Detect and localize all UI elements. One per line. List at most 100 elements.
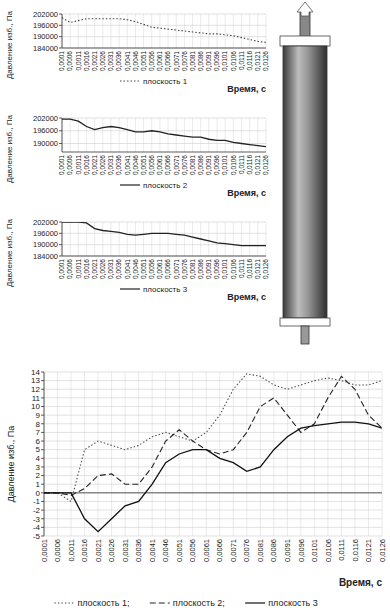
- y-tick: [59, 36, 62, 37]
- x-tick-label: 0,0026: [99, 51, 106, 71]
- x-tick-label: 0,0036: [134, 539, 143, 562]
- grid-line-x: [225, 14, 226, 48]
- x-tick-label: 0,0116: [246, 259, 253, 279]
- x-tick-label: 0,0056: [148, 155, 155, 175]
- grid-line-x: [138, 372, 139, 536]
- x-tick-label: 0,0066: [164, 155, 171, 175]
- chart: -5-4-3-2-1012345678910111213140,00010,00…: [6, 368, 387, 608]
- x-tick-label: 0,0061: [156, 51, 163, 71]
- grid-line-x: [86, 118, 87, 152]
- rod-bottom: [301, 326, 309, 344]
- grid-line-x: [151, 222, 152, 256]
- grid-line-x: [176, 222, 177, 256]
- grid-line-x: [192, 118, 193, 152]
- grid-line-x: [241, 14, 242, 48]
- chart: 1840001900001960002020000,00010,00060,00…: [5, 10, 269, 94]
- y-tick: [59, 14, 62, 15]
- grid-line-x: [266, 14, 267, 48]
- y-tick-label: 2: [36, 471, 41, 480]
- grid-line-x: [62, 14, 63, 48]
- grid-line-x: [225, 222, 226, 256]
- grid-line-y: [44, 432, 382, 433]
- y-tick: [41, 458, 44, 459]
- y-tick-label: -2: [33, 506, 41, 515]
- x-tick-label: 0,0056: [188, 539, 197, 562]
- x-tick-label: 0,0001: [58, 259, 65, 279]
- x-tick-label: 0,0086: [197, 51, 204, 71]
- x-tick-label: 0,0016: [83, 51, 90, 71]
- x-tick-label: 0,0096: [213, 155, 220, 175]
- grid-line-y: [62, 25, 266, 26]
- x-tick-label: 0,0006: [53, 539, 62, 562]
- grid-line-x: [206, 372, 207, 536]
- x-tick-label: 0,0071: [173, 259, 180, 279]
- legend-label: плоскость 2: [143, 181, 188, 190]
- y-tick-label: 6: [36, 437, 41, 446]
- x-tick-label: 0,0121: [254, 51, 261, 71]
- grid-line-x: [233, 372, 234, 536]
- series-line: [44, 374, 382, 502]
- grid-line-x: [143, 14, 144, 48]
- grid-line-x: [241, 222, 242, 256]
- grid-line-x: [71, 372, 72, 536]
- grid-line-x: [233, 222, 234, 256]
- grid-line-x: [102, 118, 103, 152]
- grid-line-x: [86, 222, 87, 256]
- x-tick-label: 0,0111: [238, 259, 245, 278]
- x-tick-label: 0,0026: [99, 259, 106, 279]
- x-tick-label: 0,0001: [58, 51, 65, 71]
- grid-line-x: [135, 118, 136, 152]
- x-tick-label: 0,0041: [148, 539, 157, 562]
- grid-line-y: [44, 518, 382, 519]
- y-tick-label: 196000: [33, 229, 58, 238]
- x-tick-label: 0,0051: [140, 259, 147, 279]
- x-tick-label: 0,0106: [230, 51, 237, 71]
- legend-label: плоскость 2;: [173, 598, 225, 608]
- grid-line-x: [159, 118, 160, 152]
- grid-line-x: [111, 372, 112, 536]
- x-tick-label: 0,0096: [297, 539, 306, 562]
- y-tick: [41, 501, 44, 502]
- grid-line-x: [143, 118, 144, 152]
- cylinder-body: [283, 46, 327, 318]
- x-tick-label: 0,0016: [83, 155, 90, 175]
- x-tick-label: 0,0121: [254, 155, 261, 175]
- legend-label: плоскость 1: [143, 77, 188, 86]
- x-tick-label: 0,0041: [124, 155, 131, 175]
- grid-line-x: [57, 372, 58, 536]
- grid-line-x: [151, 14, 152, 48]
- cylinder-cap-bottom: [280, 318, 330, 326]
- grid-line-x: [62, 222, 63, 256]
- y-tick: [41, 406, 44, 407]
- grid-line-y: [44, 458, 382, 459]
- x-tick-label: 0,0101: [221, 51, 228, 71]
- grid-line-x: [249, 118, 250, 152]
- y-tick: [41, 397, 44, 398]
- grid-line-x: [84, 372, 85, 536]
- y-tick: [59, 48, 62, 49]
- grid-line-x: [217, 222, 218, 256]
- legend-label: плоскость 1;: [77, 598, 129, 608]
- y-tick-label: 196000: [33, 21, 58, 30]
- grid-line-x: [125, 372, 126, 536]
- cylinder-illustration: [280, 2, 330, 344]
- x-axis: [62, 256, 266, 257]
- x-tick-label: 0,0021: [91, 155, 98, 175]
- grid-line-x: [168, 14, 169, 48]
- grid-line-x: [135, 222, 136, 256]
- y-tick-label: 0: [36, 489, 41, 498]
- x-tick-label: 0,0026: [99, 155, 106, 175]
- x-tick-label: 0,0081: [256, 539, 265, 562]
- x-axis-title: Время, с: [227, 292, 266, 302]
- plot-area: [62, 18, 266, 43]
- x-tick-label: 0,0091: [205, 51, 212, 71]
- grid-line-x: [102, 222, 103, 256]
- x-tick-label: 0,0026: [107, 539, 116, 562]
- series-line: [62, 119, 266, 147]
- grid-line-y: [44, 536, 382, 537]
- x-tick-label: 0,0071: [229, 539, 238, 562]
- x-tick-label: 0,0001: [40, 539, 49, 562]
- x-tick-label: 0,0106: [230, 259, 237, 279]
- y-tick: [59, 143, 62, 144]
- grid-line-x: [341, 372, 342, 536]
